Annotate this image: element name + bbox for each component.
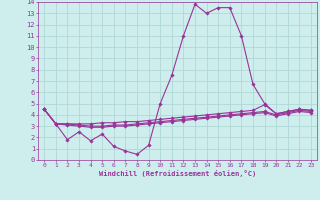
X-axis label: Windchill (Refroidissement éolien,°C): Windchill (Refroidissement éolien,°C) bbox=[99, 170, 256, 177]
